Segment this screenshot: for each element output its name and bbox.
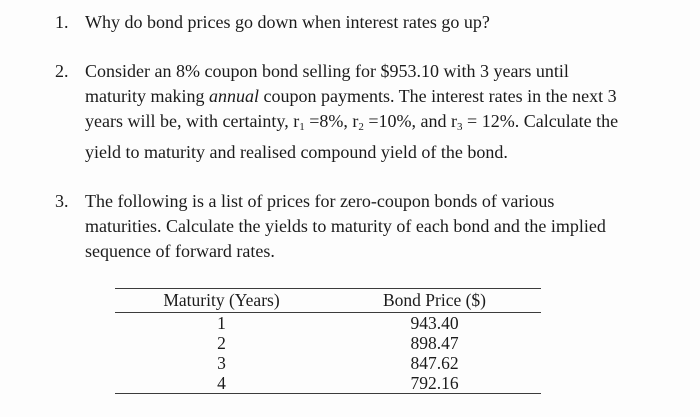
table-header-cell: Maturity (Years) — [163, 290, 280, 310]
table-cell: 3 — [217, 353, 226, 373]
table-cell: 1 — [217, 313, 226, 333]
text-line: Why do bond prices go down when interest… — [85, 12, 490, 32]
question-3-number: 3. — [55, 191, 69, 211]
text-line: Consider an 8% coupon bond selling for $… — [85, 61, 569, 81]
table-header-cell: Bond Price ($) — [382, 290, 487, 310]
table-head: Maturity (Years) Bond Price ($) — [115, 288, 541, 313]
table-header-row: Maturity (Years) Bond Price ($) — [115, 288, 541, 313]
question-2: 2. Consider an 8% coupon bond selling fo… — [55, 59, 700, 165]
bond-price-table: Maturity (Years) Bond Price ($) 1 943.40 2 8… — [115, 288, 541, 394]
table-cell: 898.47 — [410, 333, 459, 353]
table-cell: 847.62 — [410, 353, 459, 373]
table-body: 1 943.40 2 898.47 3 847.62 4 792.16 — [115, 313, 541, 394]
question-3: 3. The following is a list of prices for… — [55, 189, 700, 264]
question-1: 1. Why do bond prices go down when inter… — [55, 10, 700, 35]
question-2-text: Consider an 8% coupon bond selling for $… — [85, 59, 645, 165]
table-cell: 792.16 — [410, 373, 459, 393]
table-row: 4 792.16 — [115, 373, 541, 394]
text-line: The following is a list of prices for ze… — [85, 191, 555, 211]
text-line: years will be, with certainty, r1 =8%, r… — [85, 111, 619, 133]
question-1-number: 1. — [55, 12, 69, 32]
table-row: 3 847.62 — [115, 353, 541, 373]
question-3-text: The following is a list of prices for ze… — [85, 189, 645, 264]
text-line: sequence of forward rates. — [85, 241, 275, 261]
table-row: 1 943.40 — [115, 313, 541, 334]
text-line: yield to maturity and realised compound … — [85, 142, 508, 162]
text-line: maturity making annual coupon payments. … — [85, 86, 617, 106]
table-cell: 4 — [217, 373, 226, 393]
text-line: maturities. Calculate the yields to matu… — [85, 216, 606, 236]
document-page: 1. Why do bond prices go down when inter… — [55, 10, 700, 394]
question-1-text: Why do bond prices go down when interest… — [85, 10, 645, 35]
question-2-number: 2. — [55, 61, 69, 81]
table-row: 2 898.47 — [115, 333, 541, 353]
table-cell: 2 — [217, 333, 226, 353]
table-cell: 943.40 — [410, 313, 459, 333]
